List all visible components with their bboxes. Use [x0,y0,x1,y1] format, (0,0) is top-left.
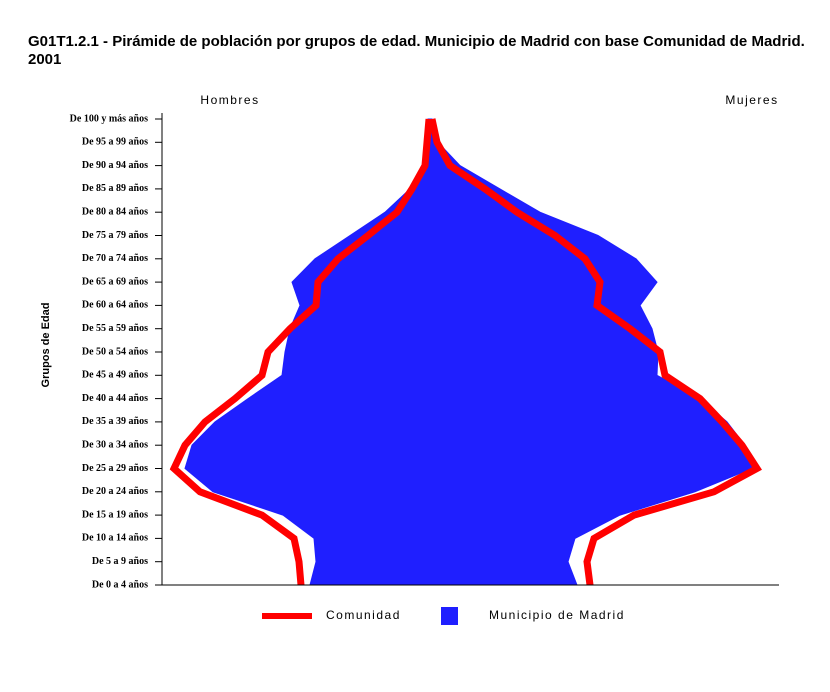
y-tick-label: De 5 a 9 años [92,556,148,567]
y-tick-label: De 40 a 44 años [82,393,148,404]
legend-label: Comunidad [326,608,401,622]
plot [169,118,762,586]
line-women [428,118,762,586]
legend-swatch [441,607,458,625]
y-tick-label: De 100 y más años [70,113,148,124]
line-men [169,118,433,586]
y-tick-label: De 65 a 69 años [82,276,148,287]
y-tick-label: De 0 a 4 años [92,579,148,590]
y-tick-label: De 10 a 14 años [82,533,148,544]
y-tick-label: De 70 a 74 años [82,253,148,264]
y-tick-label: De 85 a 89 años [82,183,148,194]
y-tick-label: De 25 a 29 años [82,463,148,474]
area-men [184,118,430,586]
y-tick-label: De 50 a 54 años [82,346,148,357]
right-label: Mujeres [725,93,778,107]
area-women [428,118,753,586]
y-tick-label: De 80 a 84 años [82,206,148,217]
title-box: G01T1.2.1 - Pirámide de población por gr… [28,33,805,68]
y-tick-label: De 45 a 49 años [82,370,148,381]
y-tick-label: De 60 a 64 años [82,300,148,311]
legend-label: Municipio de Madrid [489,608,625,622]
chart-title: G01T1.2.1 - Pirámide de población por gr… [28,33,805,68]
y-tick-label: De 35 a 39 años [82,416,148,427]
y-tick-label: De 20 a 24 años [82,486,148,497]
y-tick-label: De 90 a 94 años [82,160,148,171]
y-tick-label: De 75 a 79 años [82,230,148,241]
y-tick-label: De 55 a 59 años [82,323,148,334]
y-tick-label: De 15 a 19 años [82,509,148,520]
left-label: Hombres [200,93,259,107]
y-tick-label: De 30 a 34 años [82,439,148,450]
y-axis-title: Grupos de Edad [40,303,52,388]
y-tick-label: De 95 a 99 años [82,137,148,148]
